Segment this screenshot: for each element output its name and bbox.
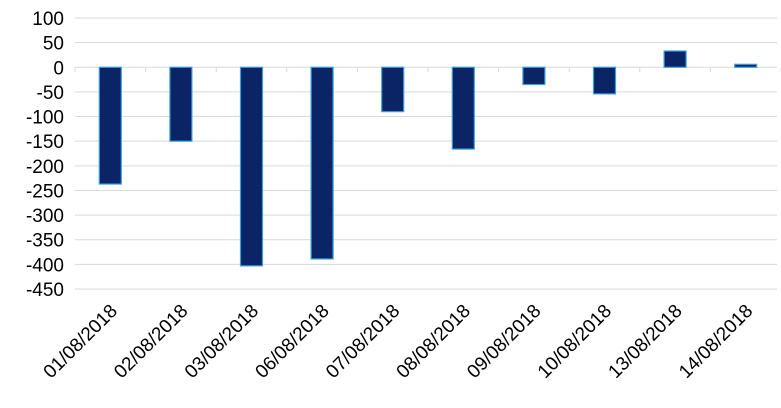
x-tick-label: 02/08/2018 <box>110 301 192 383</box>
bar <box>592 66 617 95</box>
bar <box>169 66 193 142</box>
bar <box>522 66 546 86</box>
x-tick-label: 06/08/2018 <box>252 301 334 383</box>
x-tick-label: 08/08/2018 <box>393 301 475 383</box>
y-tick-label: -400 <box>26 255 64 276</box>
x-tick-label: 13/08/2018 <box>605 301 687 383</box>
y-tick-label: -450 <box>26 280 64 301</box>
x-tick-label: 07/08/2018 <box>322 301 404 383</box>
x-tick-label: 09/08/2018 <box>463 301 545 383</box>
y-tick-label: -350 <box>26 231 64 252</box>
bar <box>239 66 264 267</box>
bar <box>663 50 687 68</box>
y-tick-label: 50 <box>43 34 64 55</box>
x-tick-label: 03/08/2018 <box>181 301 263 383</box>
y-tick-label: 100 <box>32 9 64 30</box>
x-tick-label: 10/08/2018 <box>534 301 616 383</box>
y-tick-label: -300 <box>26 206 64 227</box>
bar <box>98 66 122 185</box>
y-tick-label: -100 <box>26 108 64 129</box>
bar <box>734 63 758 68</box>
y-tick-label: -250 <box>26 181 64 202</box>
bars <box>98 50 758 267</box>
y-tick-label: -50 <box>37 83 64 104</box>
x-tick-label: 14/08/2018 <box>675 301 757 383</box>
y-tick-label: 0 <box>53 58 64 79</box>
x-tick-label: 01/08/2018 <box>40 301 122 383</box>
bar <box>310 66 334 260</box>
y-tick-label: -200 <box>26 157 64 178</box>
y-axis-tick-labels: 100 50 0 -50 -100 -150 -200 -250 -300 -350 -400 -45… <box>26 9 64 301</box>
bar <box>381 66 405 113</box>
y-tick-label: -150 <box>26 132 64 153</box>
x-axis-tick-labels: 01/08/201802/08/201803/08/201806/08/2018… <box>40 301 757 383</box>
bar <box>451 66 475 150</box>
